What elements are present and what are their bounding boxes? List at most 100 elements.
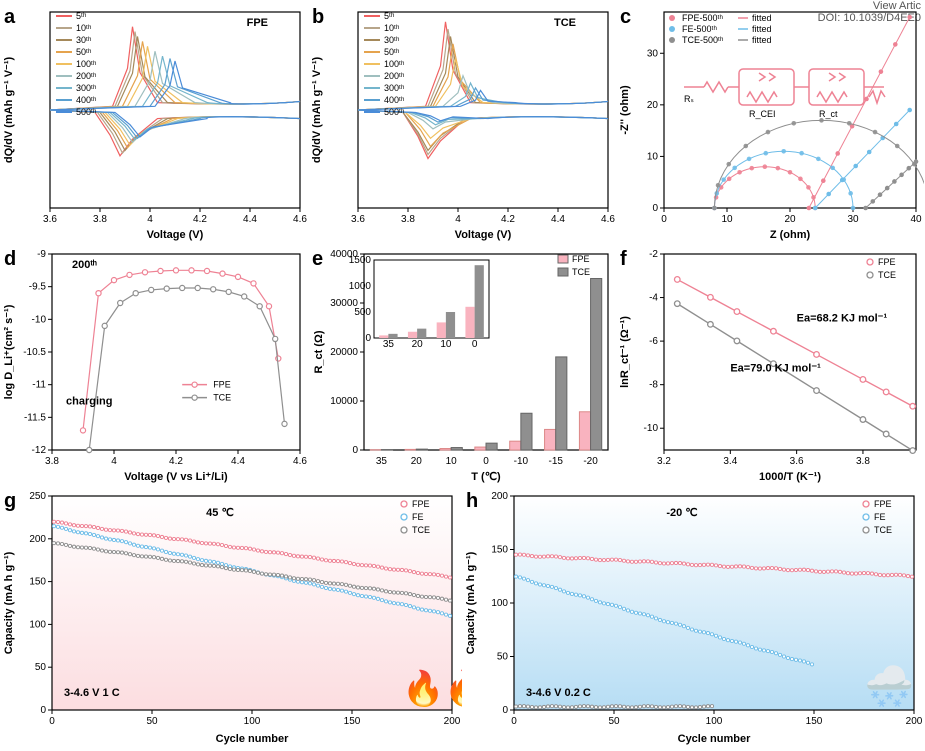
panel-label-d: d [4,248,16,271]
svg-text:50ᵗʰ: 50ᵗʰ [76,47,92,57]
svg-text:20: 20 [412,339,424,350]
svg-text:200ᵗʰ: 200ᵗʰ [72,259,97,271]
svg-text:4.2: 4.2 [501,214,515,225]
panel-label-e: e [312,248,323,271]
svg-text:0: 0 [49,716,55,727]
svg-text:TCE: TCE [412,525,430,535]
svg-text:40: 40 [910,214,922,225]
svg-text:-20: -20 [583,456,598,467]
svg-text:20: 20 [647,100,659,111]
svg-text:20: 20 [411,456,423,467]
svg-text:3-4.6 V 1 C: 3-4.6 V 1 C [64,687,120,699]
svg-text:4.6: 4.6 [293,456,307,467]
svg-text:3-4.6 V 0.2 C: 3-4.6 V 0.2 C [526,687,591,699]
svg-text:1000: 1000 [349,281,372,292]
svg-text:0: 0 [661,214,667,225]
svg-text:300ᵗʰ: 300ᵗʰ [384,83,405,93]
svg-text:Cycle number: Cycle number [678,733,751,745]
svg-text:-10: -10 [514,456,529,467]
panel-label-f: f [620,248,627,271]
svg-text:FPE: FPE [247,17,268,29]
svg-text:fitted: fitted [752,24,772,34]
svg-text:0: 0 [40,705,46,716]
svg-text:3.4: 3.4 [723,456,737,467]
svg-text:-20 ℃: -20 ℃ [666,507,697,519]
svg-text:50: 50 [35,662,47,673]
svg-text:4.2: 4.2 [169,456,183,467]
svg-text:Voltage (V vs Li⁺/Li): Voltage (V vs Li⁺/Li) [124,471,228,483]
svg-text:Voltage (V): Voltage (V) [455,229,512,241]
svg-text:0: 0 [483,456,489,467]
svg-text:30ᵗʰ: 30ᵗʰ [384,35,400,45]
svg-text:500: 500 [354,307,371,318]
svg-text:150: 150 [29,577,46,588]
svg-text:FE-500ᵗʰ: FE-500ᵗʰ [682,24,717,34]
svg-text:10: 10 [446,456,458,467]
svg-text:3.8: 3.8 [856,456,870,467]
svg-text:1000/T (K⁻¹): 1000/T (K⁻¹) [759,471,821,483]
svg-text:4.6: 4.6 [293,214,307,225]
svg-text:150: 150 [806,716,823,727]
svg-text:10000: 10000 [330,396,358,407]
svg-text:100: 100 [244,716,261,727]
svg-text:50: 50 [608,716,620,727]
svg-text:300ᵗʰ: 300ᵗʰ [76,83,97,93]
svg-text:Rₛ: Rₛ [684,94,694,104]
svg-text:-15: -15 [548,456,563,467]
svg-text:4.6: 4.6 [601,214,615,225]
svg-text:Capacity (mA h g⁻¹): Capacity (mA h g⁻¹) [3,551,15,654]
svg-text:fitted: fitted [752,35,772,45]
svg-text:-12: -12 [32,445,47,456]
svg-text:FE: FE [874,512,886,522]
svg-text:lnR_ct⁻¹ (Ω⁻¹): lnR_ct⁻¹ (Ω⁻¹) [619,316,631,388]
svg-text:150: 150 [491,545,508,556]
panel-a: 3.63.844.24.44.6Voltage (V)dQ/dV (mAh g⁻… [0,2,308,242]
svg-text:400ᵗʰ: 400ᵗʰ [76,95,97,105]
svg-text:FPE-500ᵗʰ: FPE-500ᵗʰ [682,13,723,23]
svg-text:10ᵗʰ: 10ᵗʰ [76,23,92,33]
svg-text:🌨️: 🌨️ [864,663,914,709]
panel-c: 0102030400102030Z (ohm)-Z'' (ohm)FPE-500… [616,2,924,242]
svg-text:Z (ohm): Z (ohm) [770,229,811,241]
svg-text:FPE: FPE [412,499,430,509]
svg-text:-2: -2 [649,249,658,260]
svg-text:R_ct (Ω): R_ct (Ω) [313,330,325,373]
svg-text:-6: -6 [649,336,658,347]
svg-text:Voltage (V): Voltage (V) [147,229,204,241]
svg-text:0: 0 [365,333,371,344]
svg-text:dQ/dV (mAh g⁻¹ V⁻¹): dQ/dV (mAh g⁻¹ V⁻¹) [311,57,323,164]
svg-text:FPE: FPE [874,499,892,509]
svg-text:30ᵗʰ: 30ᵗʰ [76,35,92,45]
svg-text:20: 20 [784,214,796,225]
svg-text:TCE: TCE [572,267,590,277]
svg-text:100: 100 [491,598,508,609]
svg-text:0: 0 [511,716,517,727]
svg-text:TCE: TCE [554,17,576,29]
svg-text:R_CEI: R_CEI [749,109,776,119]
svg-text:100ᵗʰ: 100ᵗʰ [384,59,405,69]
svg-text:-Z'' (ohm): -Z'' (ohm) [619,85,631,135]
svg-text:3.8: 3.8 [93,214,107,225]
svg-text:3.6: 3.6 [351,214,365,225]
svg-text:-10.5: -10.5 [23,347,46,358]
svg-text:4: 4 [111,456,117,467]
svg-text:TCE: TCE [878,270,896,280]
svg-text:35: 35 [376,456,388,467]
svg-text:500ᵗʰ: 500ᵗʰ [384,107,405,117]
svg-text:200ᵗʰ: 200ᵗʰ [76,71,97,81]
svg-text:3.6: 3.6 [790,456,804,467]
svg-text:dQ/dV (mAh g⁻¹ V⁻¹): dQ/dV (mAh g⁻¹ V⁻¹) [3,57,15,164]
svg-text:250: 250 [29,491,46,502]
svg-text:200: 200 [29,534,46,545]
svg-text:0: 0 [502,705,508,716]
panel-d: 3.844.24.44.6-12-11.5-11-10.5-10-9.5-9Vo… [0,244,308,484]
svg-text:10: 10 [721,214,733,225]
svg-text:4.2: 4.2 [193,214,207,225]
svg-text:Ea=79.0 KJ mol⁻¹: Ea=79.0 KJ mol⁻¹ [730,363,821,375]
svg-text:0: 0 [352,445,358,456]
svg-text:4: 4 [455,214,461,225]
svg-text:3.2: 3.2 [657,456,671,467]
svg-text:30: 30 [847,214,859,225]
svg-text:Capacity (mA h g⁻¹): Capacity (mA h g⁻¹) [465,551,477,654]
svg-text:4.4: 4.4 [243,214,257,225]
